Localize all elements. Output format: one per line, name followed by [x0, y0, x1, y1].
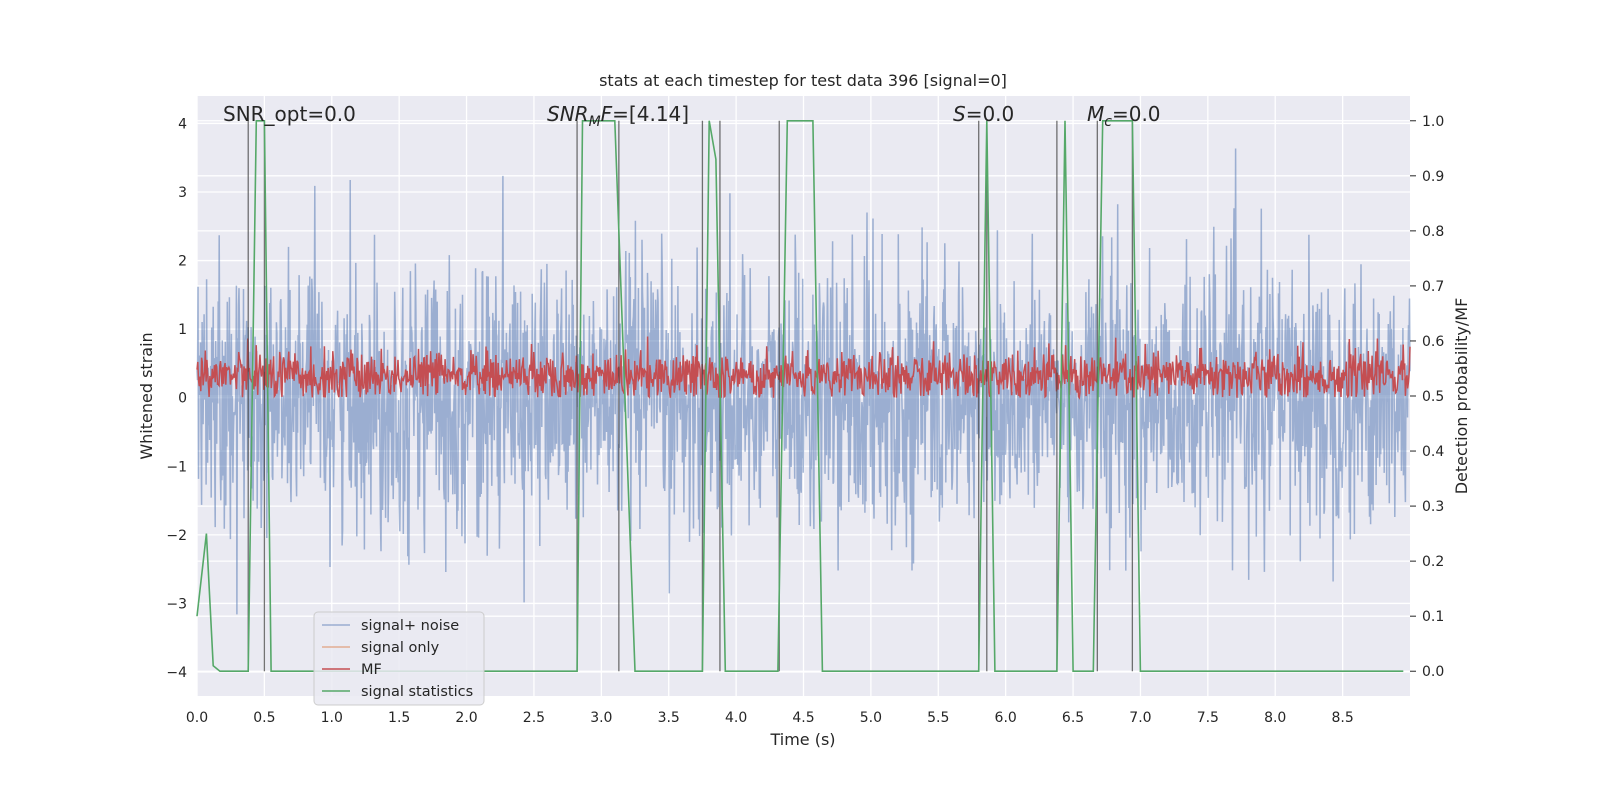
x-tick-label: 7.5 — [1197, 710, 1219, 726]
y2-tick-label: 0.2 — [1422, 554, 1444, 570]
annotation-s: S=0.0 — [953, 102, 1014, 126]
series-signal-noise — [196, 148, 1411, 615]
legend-label-signal-only: signal only — [361, 640, 440, 656]
x-tick-label: 0.0 — [186, 710, 208, 726]
y2-tick-label: 0.8 — [1422, 224, 1444, 240]
legend-box — [313, 611, 485, 706]
y-tick-label: 1 — [178, 322, 187, 338]
x-tick-label: 5.0 — [860, 710, 882, 726]
y2-tick-label: 0.6 — [1422, 334, 1444, 350]
annotation-snr-opt: SNR_opt=0.0 — [223, 102, 356, 126]
annotation-snr-mf-symbol: SNR — [547, 102, 589, 126]
annotation-s-value: =0.0 — [966, 102, 1015, 126]
y-axis-ticks: −4 −3 −2 −1 0 1 2 3 4 — [166, 116, 187, 681]
x-tick-label: 6.5 — [1062, 710, 1084, 726]
x-axis-ticks: 0.0 0.5 1.0 1.5 2.0 2.5 3.0 3.5 4.0 4.5 5.0 5.5 6.0 6… — [186, 710, 1354, 726]
y-tick-label: −3 — [166, 596, 187, 612]
y-tick-label: 3 — [178, 185, 187, 201]
x-tick-label: 0.5 — [253, 710, 275, 726]
signal-statistics-line — [196, 120, 1404, 673]
y2-tick-label: 0.0 — [1422, 664, 1444, 680]
x-tick-label: 2.0 — [455, 710, 477, 726]
x-axis-label: Time (s) — [769, 730, 835, 749]
y2-tick-label: 0.3 — [1422, 499, 1444, 515]
annotation-mc-subscript: c — [1104, 114, 1112, 130]
y2-tick-label: 0.4 — [1422, 444, 1444, 460]
x-tick-label: 4.5 — [792, 710, 814, 726]
x-tick-label: 7.0 — [1129, 710, 1151, 726]
y-tick-label: 4 — [178, 116, 187, 132]
annotation-mc-symbol: M — [1087, 102, 1104, 126]
x-tick-label: 1.5 — [388, 710, 410, 726]
x-tick-label: 3.5 — [658, 710, 680, 726]
x-tick-label: 1.0 — [321, 710, 343, 726]
mf-line — [196, 336, 1411, 400]
annotation-snr-mf-value: =[4.14] — [612, 102, 689, 126]
annotation-snr-mf: SNRMF=[4.14] — [547, 102, 689, 130]
y2-tick-label: 0.1 — [1422, 609, 1444, 625]
series-mf — [196, 336, 1411, 400]
annotation-s-symbol: S — [953, 102, 966, 126]
x-tick-label: 8.0 — [1264, 710, 1286, 726]
y-tick-label: 0 — [178, 391, 187, 407]
x-tick-label: 8.5 — [1331, 710, 1353, 726]
y-tick-label: −2 — [166, 528, 187, 544]
x-tick-label: 2.5 — [523, 710, 545, 726]
series-signal-statistics — [196, 120, 1404, 673]
y-tick-label: −1 — [166, 459, 187, 475]
y-axis-label: Whitened strain — [137, 332, 156, 459]
annotation-snr-mf-symbol2: F — [601, 102, 613, 126]
annotation-snr-mf-subscript: M — [589, 114, 601, 130]
y2-tick-label: 1.0 — [1422, 114, 1444, 130]
y-tick-label: 2 — [178, 254, 187, 270]
y2-axis-label: Detection probability/MF — [1452, 298, 1471, 495]
legend-label-signal-statistics: signal statistics — [361, 684, 473, 700]
x-tick-label: 5.5 — [927, 710, 949, 726]
y-tick-label: −4 — [166, 665, 187, 681]
chart-title: stats at each timestep for test data 396… — [599, 71, 1007, 90]
annotation-mc: Mc=0.0 — [1087, 102, 1161, 130]
x-tick-label: 3.0 — [590, 710, 612, 726]
legend: signal+ noise signal only MF signal stat… — [313, 611, 485, 706]
y2-tick-label: 0.9 — [1422, 169, 1444, 185]
legend-label-signal-noise: signal+ noise — [361, 618, 459, 634]
x-tick-label: 4.0 — [725, 710, 747, 726]
y2-tick-label: 0.5 — [1422, 389, 1444, 405]
legend-label-mf: MF — [361, 662, 382, 678]
y2-tick-label: 0.7 — [1422, 279, 1444, 295]
annotation-mc-value: =0.0 — [1112, 102, 1161, 126]
y2-axis-ticks: 0.0 0.1 0.2 0.3 0.4 0.5 0.6 0.7 0.8 0.9 1.0 — [1410, 114, 1444, 680]
x-tick-label: 6.0 — [995, 710, 1017, 726]
signal-noise-line — [196, 148, 1411, 615]
